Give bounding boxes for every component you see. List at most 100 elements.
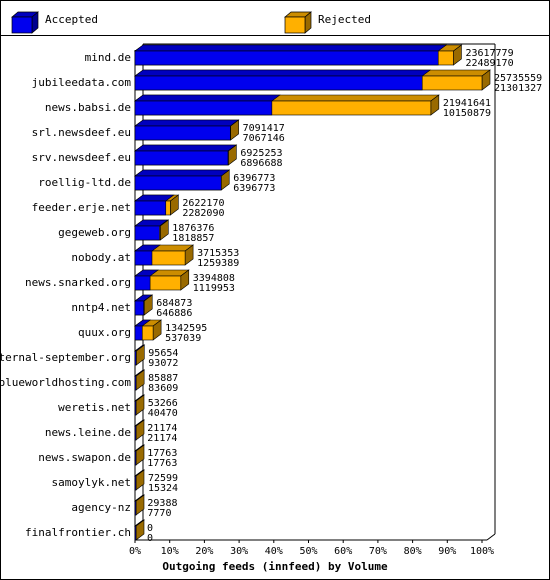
bar — [134, 350, 137, 366]
value-label: 1818857 — [172, 233, 214, 244]
bar — [134, 225, 160, 241]
bar — [134, 525, 137, 541]
bar — [134, 425, 137, 441]
value-label: 72599 — [148, 473, 178, 484]
bar-top — [134, 44, 448, 52]
bar-top — [134, 169, 231, 177]
value-label: 29388 — [147, 498, 177, 509]
value-label: 15324 — [148, 483, 178, 494]
value-label: 93072 — [148, 358, 178, 369]
x-tick-label: 70% — [369, 546, 387, 557]
y-tick-label: news.swapon.de — [38, 451, 131, 464]
y-tick-label: nntp4.net — [71, 301, 131, 314]
bar-top — [134, 94, 281, 102]
bar — [134, 475, 137, 491]
legend-swatch — [11, 16, 33, 34]
bar — [134, 400, 137, 416]
y-tick-label: news.snarked.org — [25, 276, 131, 289]
value-label: 684873 — [156, 298, 192, 309]
bar — [134, 50, 439, 66]
y-tick-label: samoylyk.net — [52, 476, 131, 489]
value-label: 21301327 — [494, 83, 542, 94]
value-label: 17763 — [147, 448, 177, 459]
value-label: 21174 — [147, 423, 177, 434]
value-label: 2282090 — [182, 208, 224, 219]
value-label: 0 — [147, 523, 153, 534]
value-label: 537039 — [165, 333, 201, 344]
value-label: 22489170 — [465, 58, 513, 69]
y-tick-label: mind.de — [85, 51, 131, 64]
value-label: 10150879 — [443, 108, 491, 119]
y-tick-label: jubileedata.com — [32, 76, 132, 89]
chart-title: Outgoing feeds (innfeed) by Volume — [162, 560, 388, 573]
y-tick-label: agency-nz — [71, 501, 131, 514]
y-tick-label: quux.org — [78, 326, 131, 339]
value-label: 17763 — [147, 458, 177, 469]
value-label: 40470 — [148, 408, 178, 419]
value-label: 7067146 — [243, 133, 285, 144]
value-label: 6896688 — [240, 158, 282, 169]
bar — [134, 300, 145, 316]
y-tick-label: srv.newsdeef.eu — [32, 151, 131, 164]
value-label: 2622170 — [182, 198, 224, 209]
value-label: 85887 — [148, 373, 178, 384]
value-label: 21941641 — [443, 98, 491, 109]
y-tick-label: blueworldhosting.com — [0, 376, 131, 389]
value-label: 21174 — [147, 433, 177, 444]
bar — [134, 200, 167, 216]
legend-swatch — [284, 16, 306, 34]
bar-top — [134, 144, 237, 152]
value-label: 6925253 — [240, 148, 282, 159]
value-label: 3394808 — [193, 273, 235, 284]
y-tick-label: news.babsi.de — [45, 101, 131, 114]
x-tick-label: 80% — [404, 546, 422, 557]
bar — [134, 275, 151, 291]
bar — [134, 325, 143, 341]
value-label: 95654 — [148, 348, 178, 359]
y-tick-label: finalfrontier.ch — [25, 526, 131, 539]
value-label: 1342595 — [165, 323, 207, 334]
x-tick-label: 90% — [438, 546, 456, 557]
bar — [134, 125, 231, 141]
value-label: 646886 — [156, 308, 192, 319]
bar — [134, 500, 137, 516]
y-tick-label: srl.newsdeef.eu — [32, 126, 131, 139]
value-label: 7770 — [147, 508, 171, 519]
x-tick-label: 60% — [334, 546, 352, 557]
bar-top — [134, 69, 432, 77]
x-tick-label: 100% — [470, 546, 494, 557]
value-label: 1119953 — [193, 283, 235, 294]
value-label: 83609 — [148, 383, 178, 394]
bar — [134, 450, 137, 466]
bar — [134, 250, 153, 266]
legend-label: Accepted — [45, 13, 98, 26]
value-label: 3715353 — [197, 248, 239, 259]
bar — [134, 150, 229, 166]
value-label: 1259389 — [197, 258, 239, 269]
value-label: 6396773 — [233, 183, 275, 194]
value-label: 7091417 — [243, 123, 285, 134]
y-tick-label: weretis.net — [58, 401, 131, 414]
bar-top — [134, 119, 240, 127]
x-tick-label: 10% — [161, 546, 179, 557]
y-tick-label: eternal-september.org — [0, 351, 131, 364]
y-tick-label: nobody.at — [71, 251, 131, 264]
x-tick-label: 40% — [265, 546, 283, 557]
bar — [134, 175, 222, 191]
value-label: 23617779 — [465, 48, 513, 59]
x-tick-label: 0% — [129, 546, 141, 557]
bar — [134, 375, 137, 391]
x-tick-label: 50% — [299, 546, 317, 557]
y-tick-label: news.leine.de — [45, 426, 131, 439]
legend-label: Rejected — [318, 13, 371, 26]
y-tick-label: roellig-ltd.de — [38, 176, 131, 189]
x-tick-label: 30% — [230, 546, 248, 557]
y-tick-label: gegeweb.org — [58, 226, 131, 239]
bar — [134, 100, 273, 116]
value-label: 25735559 — [494, 73, 542, 84]
value-label: 53266 — [148, 398, 178, 409]
value-label: 0 — [147, 533, 153, 544]
y-tick-label: feeder.erje.net — [32, 201, 131, 214]
value-label: 1876376 — [172, 223, 214, 234]
